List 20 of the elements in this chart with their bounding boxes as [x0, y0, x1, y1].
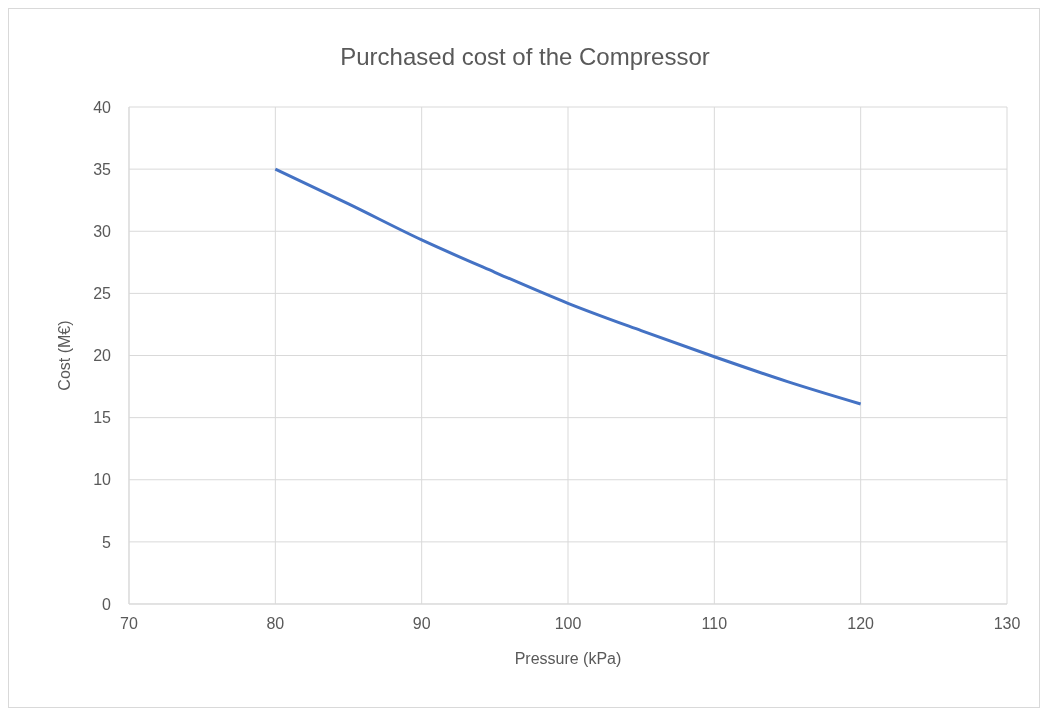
- x-tick-label: 120: [847, 615, 875, 633]
- y-tick-label: 0: [102, 595, 112, 613]
- y-tick-label: 40: [93, 98, 112, 116]
- x-tick-label: 130: [993, 615, 1021, 633]
- y-tick-label: 30: [93, 222, 112, 240]
- y-tick-label: 15: [93, 409, 112, 427]
- x-tick-label: 80: [266, 615, 285, 633]
- x-tick-label: 100: [554, 615, 582, 633]
- x-tick-label: 90: [412, 615, 431, 633]
- chart-title: Purchased cost of the Compressor: [339, 43, 711, 71]
- y-tick-label: 20: [93, 347, 112, 365]
- y-tick-label: 25: [93, 285, 112, 303]
- line-series: [273, 167, 863, 406]
- y-tick-label: 5: [102, 533, 112, 551]
- x-tick-label: 70: [120, 615, 138, 633]
- x-axis-title: Pressure (kPa): [514, 650, 622, 667]
- y-axis-title: Cost (M€): [55, 320, 73, 391]
- y-tick-label: 10: [93, 471, 112, 489]
- y-tick-label: 35: [93, 160, 112, 178]
- x-tick-label: 110: [701, 615, 728, 633]
